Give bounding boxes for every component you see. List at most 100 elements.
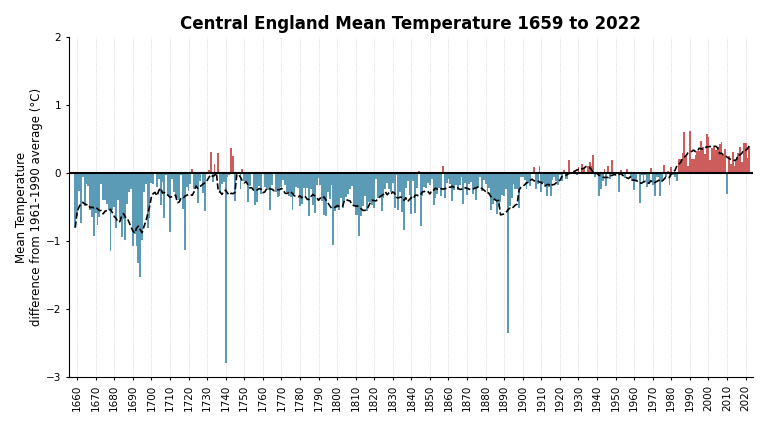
Bar bbox=[687, 166, 689, 173]
Bar bbox=[637, 173, 639, 174]
Bar bbox=[111, 173, 114, 210]
Bar bbox=[715, 150, 717, 173]
Bar bbox=[626, 169, 627, 173]
Bar bbox=[435, 173, 436, 198]
Bar bbox=[221, 173, 223, 184]
Bar bbox=[266, 173, 267, 188]
Bar bbox=[318, 173, 319, 178]
Bar bbox=[343, 173, 346, 202]
Bar bbox=[308, 173, 310, 216]
Bar bbox=[733, 167, 736, 173]
Bar bbox=[182, 173, 184, 209]
Bar bbox=[579, 172, 581, 173]
Bar bbox=[487, 173, 488, 193]
Bar bbox=[177, 173, 178, 199]
Bar bbox=[329, 173, 330, 199]
Bar bbox=[676, 173, 678, 181]
Bar bbox=[381, 173, 382, 211]
Bar bbox=[102, 173, 104, 200]
Bar bbox=[184, 173, 186, 250]
Bar bbox=[280, 173, 283, 187]
Title: Central England Mean Temperature 1659 to 2022: Central England Mean Temperature 1659 to… bbox=[180, 15, 641, 33]
Bar bbox=[711, 148, 713, 173]
Bar bbox=[200, 173, 203, 174]
Bar bbox=[485, 173, 487, 184]
Bar bbox=[681, 153, 684, 173]
Bar bbox=[481, 173, 483, 191]
Bar bbox=[409, 173, 410, 195]
Bar bbox=[448, 173, 449, 179]
Bar bbox=[561, 173, 563, 181]
Bar bbox=[563, 170, 564, 173]
Bar bbox=[492, 173, 494, 204]
Bar bbox=[559, 173, 561, 175]
Bar bbox=[84, 173, 85, 206]
Bar bbox=[609, 173, 611, 179]
Bar bbox=[474, 173, 475, 189]
Bar bbox=[232, 156, 234, 173]
Bar bbox=[254, 173, 257, 205]
Bar bbox=[538, 166, 541, 173]
Bar bbox=[230, 148, 232, 173]
Bar bbox=[713, 146, 715, 173]
Bar bbox=[648, 173, 650, 183]
Bar bbox=[614, 173, 617, 174]
Bar bbox=[353, 173, 355, 206]
Bar bbox=[346, 173, 347, 197]
Bar bbox=[296, 173, 297, 187]
Bar bbox=[458, 173, 461, 185]
Bar bbox=[499, 173, 502, 202]
Bar bbox=[156, 173, 158, 187]
Bar bbox=[736, 161, 737, 173]
Bar bbox=[136, 173, 137, 246]
Bar bbox=[600, 173, 601, 190]
Bar bbox=[115, 173, 117, 228]
Bar bbox=[124, 173, 127, 240]
Bar bbox=[548, 173, 550, 187]
Bar bbox=[420, 173, 422, 225]
Bar bbox=[197, 173, 199, 203]
Bar bbox=[483, 173, 485, 180]
Bar bbox=[360, 173, 362, 216]
Bar bbox=[382, 173, 385, 199]
Bar bbox=[650, 168, 652, 173]
Bar bbox=[468, 173, 470, 184]
Bar bbox=[643, 173, 644, 183]
Bar bbox=[621, 170, 622, 173]
Bar bbox=[605, 173, 607, 186]
Bar bbox=[693, 159, 694, 173]
Bar bbox=[617, 173, 618, 174]
Bar bbox=[98, 173, 101, 217]
Bar bbox=[661, 173, 663, 181]
Bar bbox=[414, 173, 416, 213]
Bar bbox=[494, 173, 496, 199]
Bar bbox=[333, 173, 334, 245]
Bar bbox=[498, 173, 499, 207]
Bar bbox=[550, 173, 551, 196]
Bar bbox=[217, 153, 219, 173]
Bar bbox=[644, 173, 646, 175]
Bar bbox=[190, 173, 191, 184]
Bar bbox=[219, 173, 221, 192]
Bar bbox=[283, 173, 284, 180]
Bar bbox=[210, 152, 212, 173]
Bar bbox=[745, 143, 746, 173]
Bar bbox=[349, 173, 351, 189]
Bar bbox=[108, 173, 110, 210]
Bar bbox=[94, 173, 97, 213]
Bar bbox=[507, 173, 509, 333]
Bar bbox=[432, 173, 435, 205]
Bar bbox=[690, 159, 693, 173]
Bar bbox=[290, 173, 292, 197]
Bar bbox=[355, 173, 356, 215]
Bar bbox=[275, 173, 276, 192]
Bar bbox=[452, 173, 453, 201]
Bar bbox=[505, 173, 507, 189]
Bar bbox=[306, 173, 308, 188]
Bar bbox=[325, 173, 327, 216]
Bar bbox=[670, 167, 672, 173]
Bar bbox=[490, 173, 492, 210]
Bar bbox=[74, 173, 76, 227]
Bar bbox=[106, 173, 108, 204]
Bar bbox=[80, 173, 81, 224]
